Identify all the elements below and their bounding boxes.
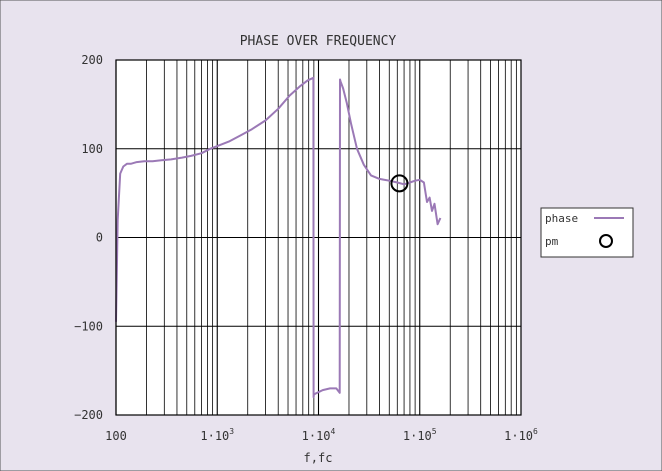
plot-border <box>115 59 522 416</box>
x-tick-label: 1·105 <box>403 427 437 443</box>
legend-label-pm: pm <box>545 235 559 248</box>
chart-title: PHASE OVER FREQUENCY <box>240 34 397 49</box>
y-tick-label: −200 <box>74 408 103 422</box>
x-tick-label: 100 <box>105 429 127 443</box>
x-tick-label: 1·103 <box>200 427 234 443</box>
y-tick-label: 0 <box>96 231 103 245</box>
x-axis-label: f,fc <box>304 451 333 465</box>
y-tick-label: −100 <box>74 319 103 333</box>
x-tick-exponent: 5 <box>432 427 437 436</box>
legend-label-phase: phase <box>545 212 578 225</box>
x-tick-labels: 100 1·103 1·104 1·105 1·106 <box>105 427 538 443</box>
x-tick-label: 1·106 <box>504 427 538 443</box>
x-tick-exponent: 4 <box>331 427 336 436</box>
y-tick-labels: 200 100 0 −100 −200 <box>74 53 103 422</box>
x-tick-exponent: 6 <box>533 427 538 436</box>
x-tick-label: 1·104 <box>302 427 336 443</box>
series-layer <box>115 76 442 399</box>
marker-pm <box>390 174 409 193</box>
legend: phase pm <box>540 207 634 258</box>
y-tick-label: 200 <box>81 53 103 67</box>
legend-swatch-pm <box>599 234 613 248</box>
series-line-phase <box>115 76 442 399</box>
legend-box <box>540 207 634 258</box>
x-tick-exponent: 3 <box>229 427 234 436</box>
y-tick-label: 100 <box>81 142 103 156</box>
